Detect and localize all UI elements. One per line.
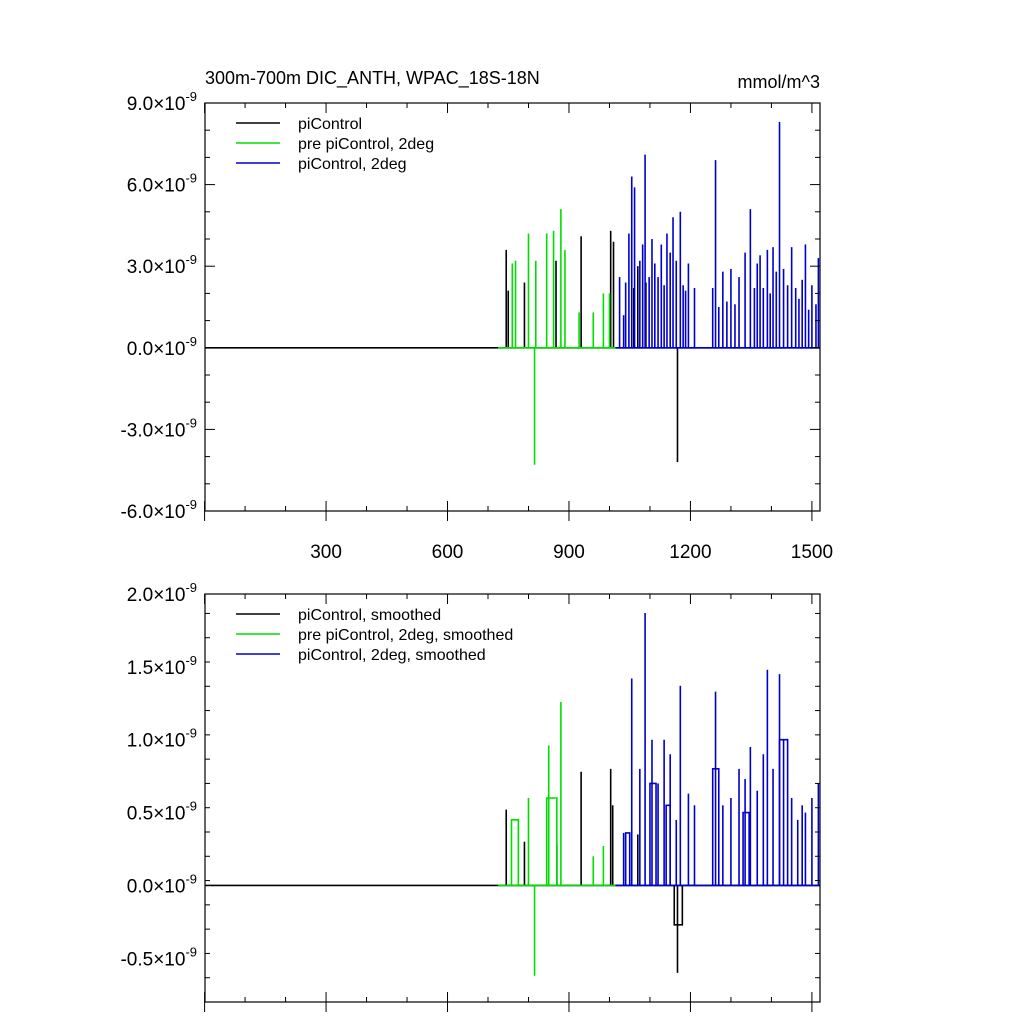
y-tick-label: -0.5×10-9 [120, 944, 197, 970]
legend-label: pre piControl, 2deg, smoothed [298, 627, 513, 644]
legend-label: piControl, 2deg, smoothed [298, 647, 486, 664]
legend-label: piControl, 2deg [298, 156, 407, 173]
y-tick-label: 3.0×10-9 [127, 252, 197, 278]
x-tick-label: 900 [553, 542, 585, 563]
y-tick-label: 0.5×10-9 [127, 799, 197, 825]
top-legend: piControl pre piControl, 2deg piControl, 2… [236, 116, 434, 173]
series-3 [615, 122, 820, 349]
bottom-panel: -0.5×10-9 0.0×10-9 0.5×10-9 1.0×10-9 1.5×10-… [120, 580, 821, 1012]
x-tick-label: 1200 [669, 542, 711, 563]
y-tick-label: -3.0×10-9 [120, 415, 197, 441]
legend-label: piControl [298, 116, 362, 133]
bottom-legend: piControl, smoothed pre piControl, 2deg, … [236, 607, 513, 664]
top-chart-title: 300m-700m DIC_ANTH, WPAC_18S-18N [205, 68, 540, 89]
x-tick-label: 300 [310, 542, 342, 563]
series-step [545, 797, 558, 886]
legend-label: piControl, smoothed [298, 607, 441, 624]
y-tick-label: 9.0×10-9 [127, 89, 197, 115]
bottom-plot-frame [204, 593, 821, 1003]
series-step [673, 885, 684, 926]
series-1 [205, 768, 820, 973]
x-tick-label: 600 [432, 542, 464, 563]
series-step [624, 832, 631, 886]
y-tick-label: 0.0×10-9 [127, 871, 197, 897]
y-tick-label: 6.0×10-9 [127, 171, 197, 197]
legend-label: pre piControl, 2deg [298, 136, 434, 153]
y-tick-label: 2.0×10-9 [127, 580, 197, 606]
series-3 [615, 612, 820, 887]
series-2 [498, 209, 616, 465]
top-panel: 300m-700m DIC_ANTH, WPAC_18S-18N mmol/m^… [120, 68, 833, 563]
series-step [742, 811, 750, 886]
x-tick-label: 1500 [791, 542, 833, 563]
top-chart-units: mmol/m^3 [738, 72, 820, 92]
y-tick-label: -6.0×10-9 [120, 497, 197, 523]
series-2 [498, 701, 616, 976]
series-step [649, 782, 657, 886]
y-tick-label: 1.5×10-9 [127, 653, 197, 679]
y-tick-label: 0.0×10-9 [127, 334, 197, 360]
series-step [510, 819, 520, 886]
y-tick-label: 1.0×10-9 [127, 726, 197, 752]
top-plot-frame [204, 102, 821, 512]
